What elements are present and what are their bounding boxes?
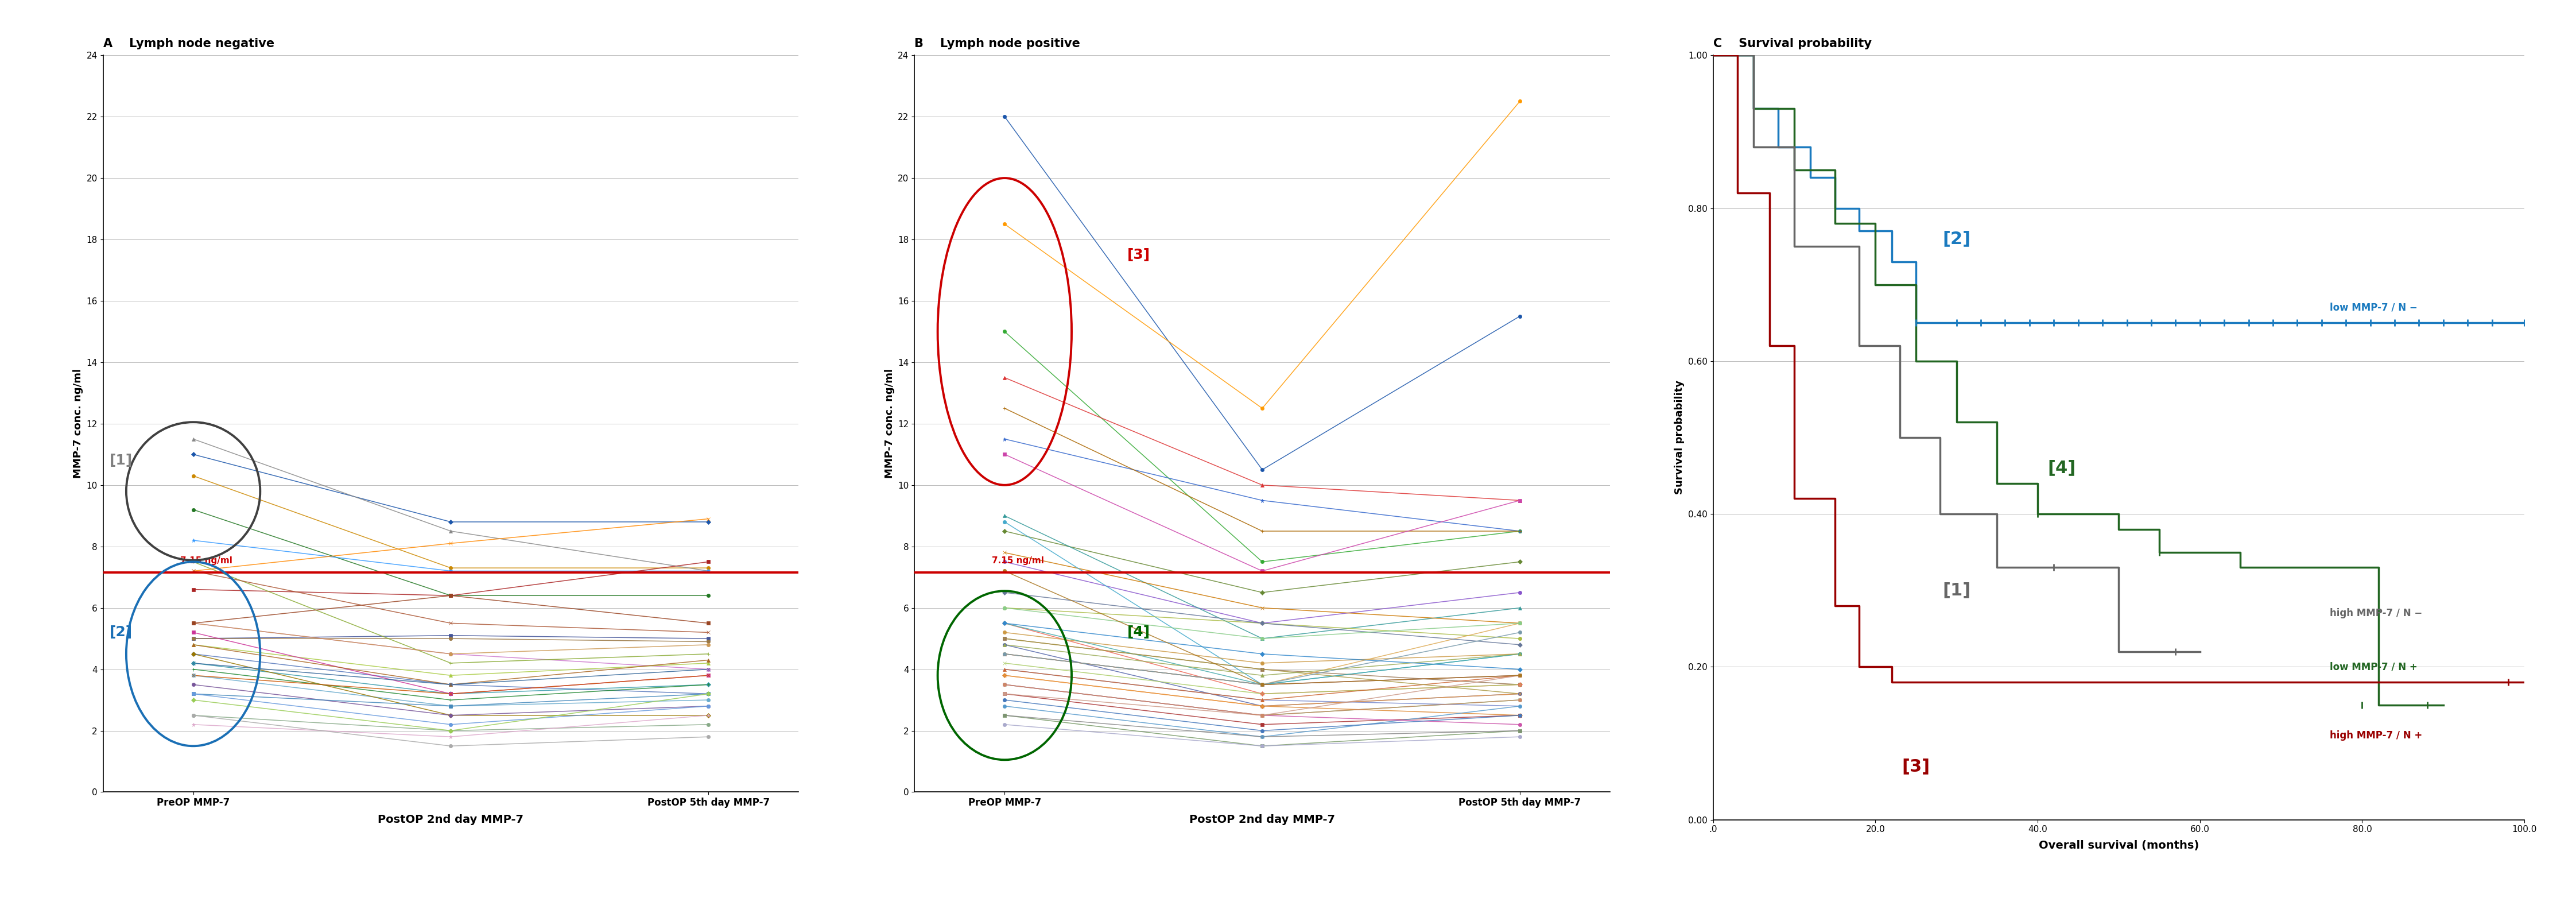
Text: 7.15 ng/ml: 7.15 ng/ml xyxy=(180,556,232,565)
Text: C    Survival probability: C Survival probability xyxy=(1713,38,1870,50)
Text: high MMP-7 / N −: high MMP-7 / N − xyxy=(2329,608,2421,619)
X-axis label: Overall survival (months): Overall survival (months) xyxy=(2038,840,2200,851)
Text: low MMP-7 / N −: low MMP-7 / N − xyxy=(2329,302,2416,313)
Text: [4]: [4] xyxy=(1128,625,1149,639)
Text: A    Lymph node negative: A Lymph node negative xyxy=(103,38,273,50)
Text: [2]: [2] xyxy=(111,625,131,639)
Text: 7.15 ng/ml: 7.15 ng/ml xyxy=(992,556,1043,565)
Text: high MMP-7 / N +: high MMP-7 / N + xyxy=(2329,730,2421,740)
Text: low MMP-7 / N +: low MMP-7 / N + xyxy=(2329,661,2416,672)
X-axis label: PostOP 2nd day MMP-7: PostOP 2nd day MMP-7 xyxy=(1190,814,1334,825)
X-axis label: PostOP 2nd day MMP-7: PostOP 2nd day MMP-7 xyxy=(379,814,523,825)
Text: [3]: [3] xyxy=(1901,758,1929,775)
Text: [2]: [2] xyxy=(1942,230,1971,247)
Y-axis label: Survival probability: Survival probability xyxy=(1674,380,1685,495)
Y-axis label: MMP-7 conc. ng/ml: MMP-7 conc. ng/ml xyxy=(72,368,82,479)
Text: B    Lymph node positive: B Lymph node positive xyxy=(914,38,1079,50)
Text: [1]: [1] xyxy=(111,454,131,467)
Text: [1]: [1] xyxy=(1942,582,1971,599)
Y-axis label: MMP-7 conc. ng/ml: MMP-7 conc. ng/ml xyxy=(884,368,894,479)
Text: [3]: [3] xyxy=(1128,248,1149,262)
Text: [4]: [4] xyxy=(2048,460,2076,476)
